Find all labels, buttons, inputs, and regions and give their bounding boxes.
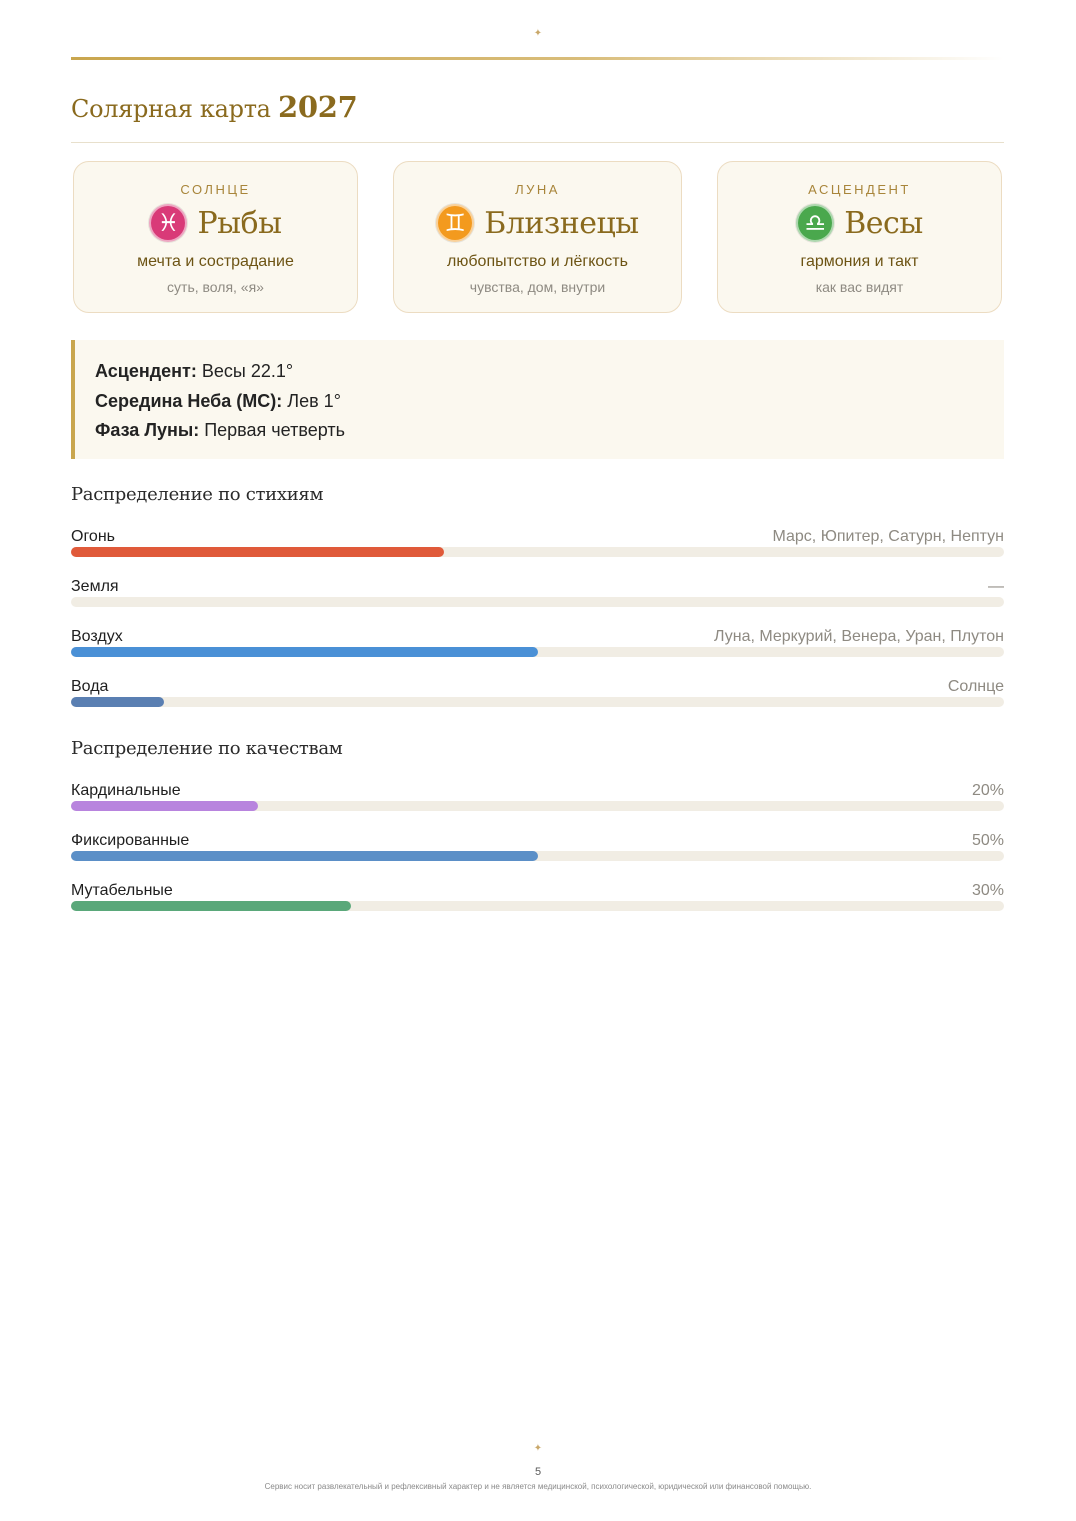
- card-sign: Весы: [844, 205, 923, 241]
- midheaven-line: Середина Неба (MC): Лев 1°: [95, 387, 1004, 417]
- card-sign: Рыбы: [197, 205, 282, 241]
- row-value: Луна, Меркурий, Венера, Уран, Плутон: [714, 628, 1004, 645]
- bar-fill: [71, 697, 165, 707]
- chart-points-box: Асцендент: Весы 22.1° Середина Неба (MC)…: [71, 340, 1004, 459]
- element-row-earth: Земля —: [71, 578, 1004, 618]
- card-hint: как вас видят: [815, 279, 904, 295]
- bar-fill: [71, 647, 538, 657]
- info-key: Середина Неба (MC):: [95, 390, 283, 411]
- moon-phase-line: Фаза Луны: Первая четверть: [95, 416, 1004, 446]
- card-sign: Близнецы: [484, 205, 639, 241]
- row-value: 30%: [971, 882, 1004, 899]
- bar-fill: [71, 547, 445, 557]
- element-row-fire: Огонь Марс, Юпитер, Сатурн, Нептун: [71, 528, 1004, 568]
- card-label: АСЦЕНДЕНТ: [808, 182, 911, 197]
- bar-fill: [71, 901, 351, 911]
- disclaimer: Сервис носит развлекательный и рефлексив…: [264, 1482, 812, 1491]
- row-value: Марс, Юпитер, Сатурн, Нептун: [772, 528, 1005, 545]
- card-label: СОЛНЦЕ: [180, 182, 251, 197]
- bar-fill: [71, 851, 538, 861]
- row-name: Кардинальные: [71, 782, 181, 799]
- row-name: Земля: [71, 578, 119, 595]
- pisces-icon: ♓: [149, 204, 188, 242]
- page-title: Солярная карта 2027: [71, 90, 358, 124]
- row-value: 50%: [971, 832, 1004, 849]
- row-name: Огонь: [71, 528, 115, 545]
- info-value: Первая четверть: [204, 420, 345, 440]
- libra-icon: ♎: [796, 204, 835, 242]
- element-row-water: Вода Солнце: [71, 678, 1004, 718]
- top-ornament: ✦: [533, 28, 543, 39]
- gemini-icon: ♊: [436, 204, 475, 242]
- row-name: Воздух: [71, 628, 123, 645]
- bar-track: [71, 547, 1004, 557]
- bar-track: [71, 851, 1004, 861]
- info-value: Лев 1°: [287, 390, 341, 411]
- row-value: 20%: [971, 782, 1004, 799]
- bar-track: [71, 597, 1004, 607]
- row-value: —: [988, 578, 1004, 595]
- row-name: Мутабельные: [71, 882, 173, 899]
- elements-title: Распределение по стихиям: [71, 484, 324, 505]
- moon-card: ЛУНА ♊ Близнецы любопытство и лёгкость ч…: [393, 161, 682, 313]
- page-number: 5: [534, 1466, 542, 1478]
- info-value: Весы 22.1°: [201, 361, 294, 381]
- bar-track: [71, 647, 1004, 657]
- card-trait: любопытство и лёгкость: [447, 253, 628, 270]
- bar-track: [71, 901, 1004, 911]
- card-trait: мечта и сострадание: [137, 253, 294, 270]
- bar-track: [71, 801, 1004, 811]
- title-year: 2027: [278, 90, 358, 124]
- card-hint: чувства, дом, внутри: [469, 279, 606, 295]
- row-name: Фиксированные: [71, 832, 190, 849]
- ascendant-line: Асцендент: Весы 22.1°: [95, 357, 1004, 387]
- bar-track: [71, 697, 1004, 707]
- info-key: Фаза Луны:: [95, 420, 200, 440]
- top-divider: [71, 57, 1004, 60]
- element-row-air: Воздух Луна, Меркурий, Венера, Уран, Плу…: [71, 628, 1004, 668]
- modality-row-fixed: Фиксированные 50%: [71, 832, 1004, 872]
- modality-row-mutable: Мутабельные 30%: [71, 882, 1004, 922]
- modality-row-cardinal: Кардинальные 20%: [71, 782, 1004, 822]
- title-text: Солярная карта: [71, 95, 271, 123]
- info-key: Асцендент:: [95, 361, 197, 381]
- ascendant-card: АСЦЕНДЕНТ ♎ Весы гармония и такт как вас…: [717, 161, 1002, 313]
- sun-card: СОЛНЦЕ ♓ Рыбы мечта и сострадание суть, …: [73, 161, 358, 313]
- card-hint: суть, воля, «я»: [167, 279, 264, 295]
- card-trait: гармония и такт: [800, 253, 919, 270]
- bottom-ornament: ✦: [533, 1443, 543, 1454]
- modalities-title: Распределение по качествам: [71, 738, 343, 759]
- row-name: Вода: [71, 678, 109, 695]
- title-divider: [71, 142, 1004, 143]
- card-label: ЛУНА: [515, 182, 560, 197]
- bar-fill: [71, 801, 258, 811]
- row-value: Солнце: [947, 678, 1004, 695]
